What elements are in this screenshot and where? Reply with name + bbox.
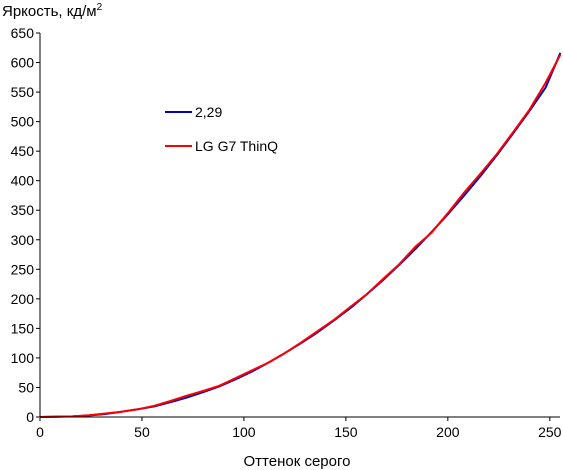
y-tick-label: 550 <box>11 84 35 100</box>
legend-label-1: 2,29 <box>195 104 222 120</box>
y-tick-label: 500 <box>11 114 35 130</box>
y-tick-label: 600 <box>11 55 35 71</box>
y-tick-label: 250 <box>11 261 35 277</box>
x-tick-label: 0 <box>36 424 44 440</box>
y-axis-title-text: Яркость, кд/м <box>2 3 97 20</box>
x-axis-title: Оттенок серого <box>244 453 351 470</box>
y-tick-label: 200 <box>11 291 35 307</box>
legend: 2,29 LG G7 ThinQ <box>165 104 278 154</box>
y-tick-label: 450 <box>11 143 35 159</box>
x-tick-label: 200 <box>436 424 460 440</box>
series-line-1 <box>39 52 561 418</box>
y-axis-title: Яркость, кд/м2 <box>2 2 103 20</box>
series-layer <box>39 52 561 418</box>
y-axis-title-superscript: 2 <box>97 2 103 13</box>
y-tick-label: 0 <box>26 409 34 425</box>
y-tick-label: 650 <box>11 25 35 41</box>
y-tick-label: 400 <box>11 173 35 189</box>
y-tick-label: 150 <box>11 320 35 336</box>
legend-label-2: LG G7 ThinQ <box>195 138 278 154</box>
x-tick-label: 150 <box>334 424 358 440</box>
y-tick-label: 300 <box>11 232 35 248</box>
x-tick-label: 250 <box>538 424 562 440</box>
x-tick-label: 50 <box>134 424 150 440</box>
series-line-2 <box>39 54 561 418</box>
x-axis-ticks: 0 50 100 150 200 250 <box>36 417 562 440</box>
x-tick-label: 100 <box>232 424 256 440</box>
y-tick-label: 350 <box>11 202 35 218</box>
y-tick-label: 50 <box>18 379 34 395</box>
y-axis-ticks: 0 50 100 150 200 250 300 350 400 450 500 550 600 650 <box>11 25 40 425</box>
y-tick-label: 100 <box>11 350 35 366</box>
